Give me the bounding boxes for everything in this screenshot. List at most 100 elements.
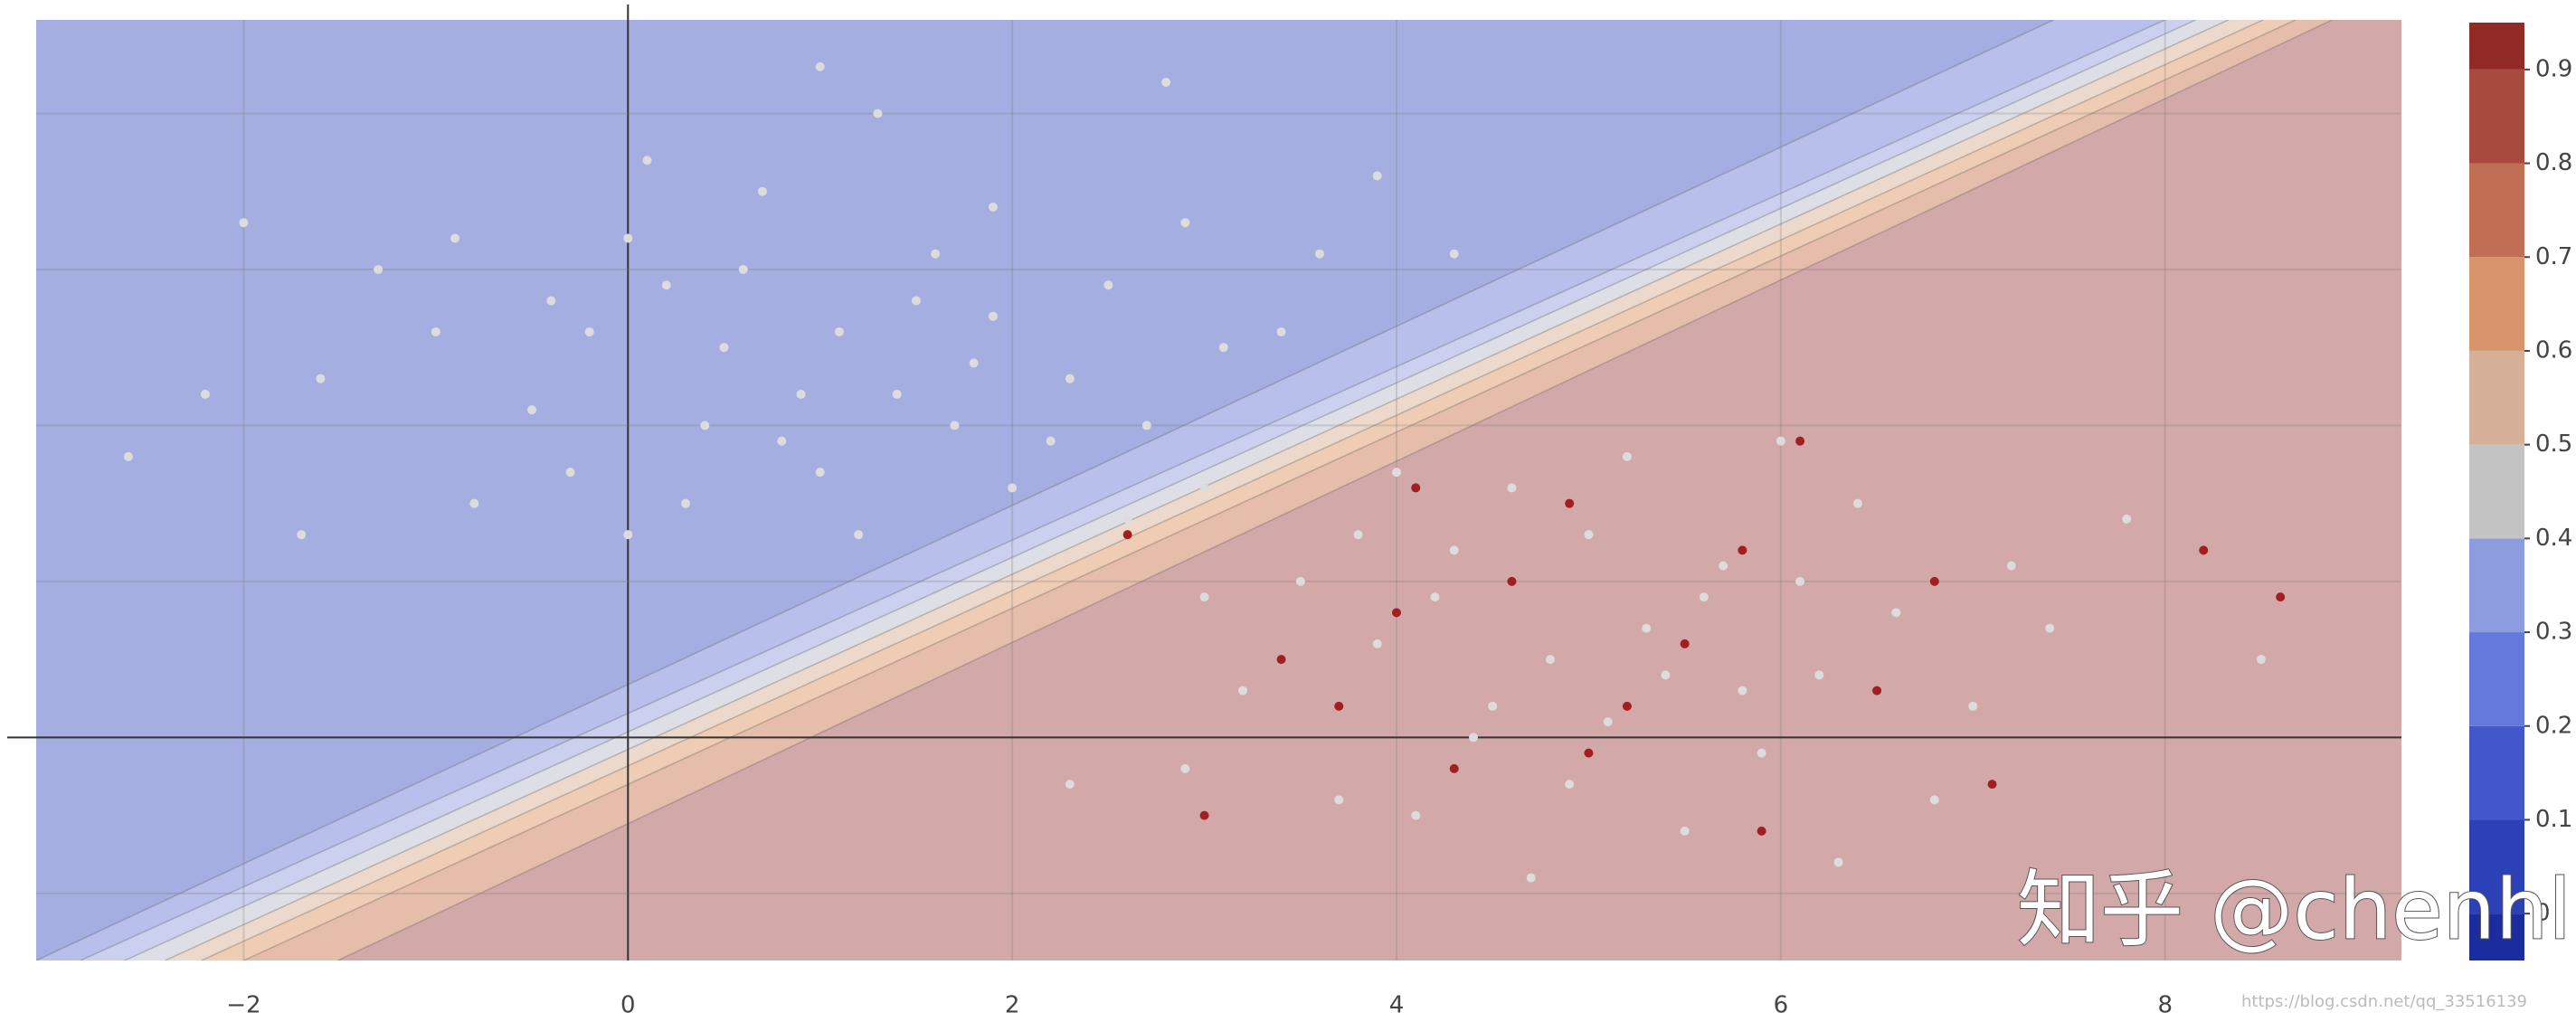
point bbox=[911, 296, 921, 306]
point bbox=[2122, 514, 2132, 524]
point bbox=[1642, 623, 1652, 633]
point bbox=[1199, 810, 1209, 820]
point bbox=[450, 233, 460, 243]
point bbox=[2006, 561, 2016, 571]
point bbox=[700, 421, 710, 431]
point bbox=[1565, 780, 1575, 790]
point bbox=[1738, 686, 1747, 696]
contour-region bbox=[337, 20, 2401, 960]
point bbox=[2199, 545, 2209, 555]
point bbox=[1199, 483, 1209, 493]
point bbox=[1622, 451, 1632, 461]
contour-line bbox=[80, 20, 2166, 960]
contour-region bbox=[124, 20, 2229, 960]
point bbox=[1372, 639, 1382, 648]
point bbox=[1891, 608, 1901, 618]
point bbox=[1584, 748, 1594, 758]
colorbar-band bbox=[2469, 913, 2524, 960]
colorbar-tick-label: 0.9 bbox=[2535, 55, 2572, 82]
point bbox=[1661, 670, 1671, 680]
point bbox=[1929, 795, 1939, 805]
point bbox=[1180, 218, 1190, 228]
point bbox=[873, 109, 883, 118]
point bbox=[1103, 280, 1113, 290]
point bbox=[1565, 498, 1575, 508]
point bbox=[1391, 608, 1401, 618]
point bbox=[565, 468, 575, 478]
contour-region bbox=[243, 20, 2333, 960]
point bbox=[1430, 592, 1440, 602]
x-tick-label: 6 bbox=[1774, 992, 1789, 1019]
point bbox=[1372, 171, 1382, 181]
point bbox=[950, 421, 960, 431]
point bbox=[1276, 655, 1286, 665]
point bbox=[1218, 343, 1228, 353]
colorbar-tick-label: 0.4 bbox=[2535, 525, 2572, 552]
point bbox=[796, 389, 806, 399]
point bbox=[1719, 561, 1728, 571]
point bbox=[1507, 483, 1517, 493]
colorbar-band bbox=[2469, 538, 2524, 633]
point bbox=[988, 311, 998, 321]
colorbar-band bbox=[2469, 725, 2524, 820]
colorbar-tick-label: 0.1 bbox=[2535, 806, 2572, 833]
point bbox=[1180, 763, 1190, 773]
point bbox=[892, 389, 902, 399]
point bbox=[1776, 436, 1785, 446]
contour-region bbox=[165, 20, 2264, 960]
point bbox=[623, 530, 633, 540]
point bbox=[642, 156, 652, 166]
point bbox=[1046, 436, 1056, 446]
point bbox=[1757, 826, 1766, 836]
point bbox=[1795, 576, 1805, 586]
point bbox=[1929, 576, 1939, 586]
x-tick-label: 8 bbox=[2157, 992, 2173, 1019]
point bbox=[1852, 498, 1862, 508]
point bbox=[1757, 748, 1766, 758]
point bbox=[1488, 701, 1498, 711]
point bbox=[931, 249, 941, 259]
contour-line bbox=[36, 20, 2054, 960]
x-tick-label: −2 bbox=[226, 992, 260, 1019]
point bbox=[1122, 530, 1132, 540]
contour-line bbox=[201, 20, 2264, 960]
point bbox=[815, 468, 825, 478]
point bbox=[623, 233, 633, 243]
point bbox=[1238, 686, 1248, 696]
point bbox=[1680, 826, 1690, 836]
point bbox=[681, 498, 691, 508]
point bbox=[1122, 514, 1132, 524]
point bbox=[1334, 795, 1344, 805]
point bbox=[200, 389, 210, 399]
point bbox=[1411, 810, 1421, 820]
point bbox=[316, 374, 326, 383]
point bbox=[1814, 670, 1824, 680]
point bbox=[297, 530, 307, 540]
point bbox=[661, 280, 671, 290]
colorbar-band bbox=[2469, 257, 2524, 351]
point bbox=[1738, 545, 1747, 555]
colorbar-tick-label: 0.8 bbox=[2535, 149, 2572, 176]
point bbox=[1526, 873, 1536, 883]
colorbar-band bbox=[2469, 632, 2524, 726]
contour-regions bbox=[36, 20, 2401, 960]
point bbox=[1315, 249, 1325, 259]
contour-line bbox=[124, 20, 2197, 960]
colorbar-band bbox=[2469, 819, 2524, 914]
point bbox=[1334, 701, 1344, 711]
point bbox=[1065, 374, 1075, 383]
point bbox=[777, 436, 787, 446]
point bbox=[469, 498, 479, 508]
contour-line bbox=[243, 20, 2297, 960]
point bbox=[988, 202, 998, 212]
point bbox=[738, 264, 748, 274]
point bbox=[546, 296, 556, 306]
point bbox=[1603, 717, 1613, 727]
colorbar-band bbox=[2469, 350, 2524, 445]
point bbox=[834, 326, 844, 336]
point bbox=[1141, 421, 1151, 431]
point bbox=[1987, 780, 1997, 790]
point bbox=[527, 405, 537, 415]
contour-line bbox=[337, 20, 2333, 960]
